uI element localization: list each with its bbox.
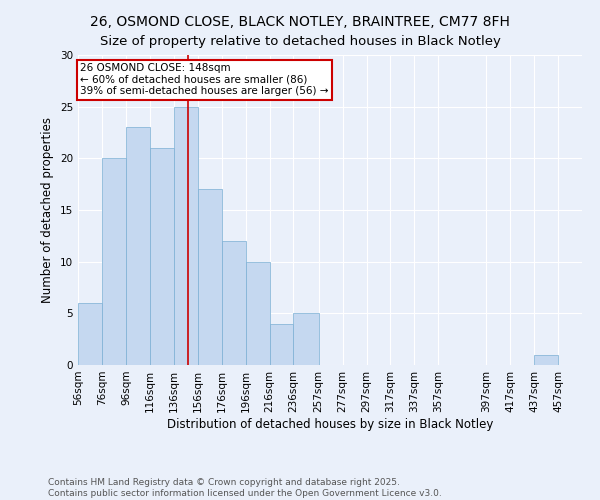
Text: Size of property relative to detached houses in Black Notley: Size of property relative to detached ho… (100, 35, 500, 48)
Bar (150, 148, 174, 365)
Bar (269, 324, 293, 365)
X-axis label: Distribution of detached houses by size in Black Notley: Distribution of detached houses by size … (167, 418, 493, 430)
Bar (126, 128, 150, 365)
Bar (534, 354, 558, 365)
Y-axis label: Number of detached properties: Number of detached properties (41, 117, 55, 303)
Text: Contains HM Land Registry data © Crown copyright and database right 2025.
Contai: Contains HM Land Registry data © Crown c… (48, 478, 442, 498)
Text: 26 OSMOND CLOSE: 148sqm
← 60% of detached houses are smaller (86)
39% of semi-de: 26 OSMOND CLOSE: 148sqm ← 60% of detache… (80, 64, 329, 96)
Bar (78, 303, 102, 365)
Bar (102, 158, 126, 365)
Bar (293, 314, 319, 365)
Bar (221, 241, 245, 365)
Bar (245, 262, 269, 365)
Text: 26, OSMOND CLOSE, BLACK NOTLEY, BRAINTREE, CM77 8FH: 26, OSMOND CLOSE, BLACK NOTLEY, BRAINTRE… (90, 15, 510, 29)
Bar (198, 190, 221, 365)
Bar (174, 106, 198, 365)
